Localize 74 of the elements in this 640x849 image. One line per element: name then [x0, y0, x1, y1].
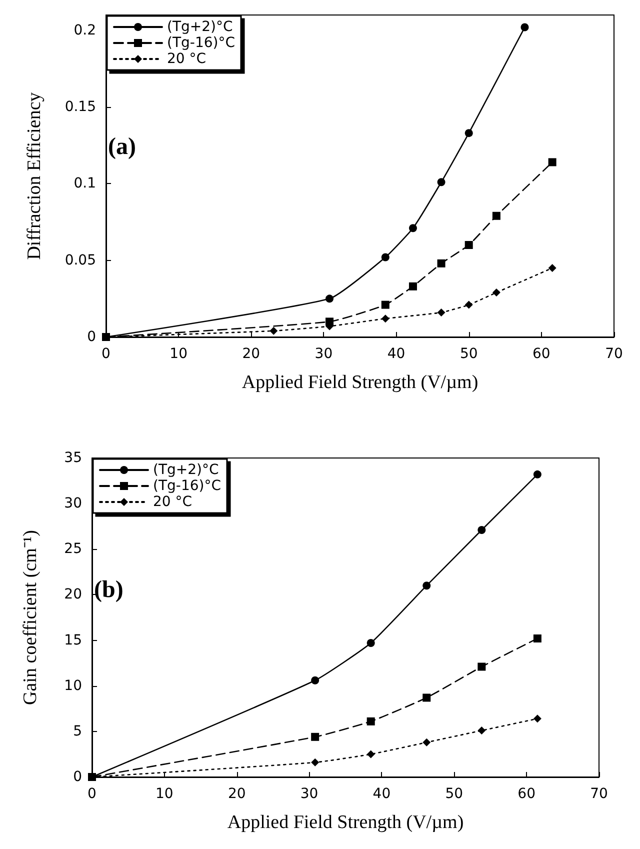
- point: [326, 318, 334, 326]
- y-tick-label: 0.15: [64, 99, 96, 115]
- y-tick-label: 0: [73, 769, 82, 785]
- point: [478, 662, 486, 671]
- legend-label: (Tg-16)°C: [167, 35, 236, 51]
- y-tick-label: 15: [64, 632, 82, 648]
- x-tick-label: 60: [532, 346, 550, 362]
- y-tick-label: 20: [64, 586, 82, 603]
- point: [492, 212, 500, 220]
- point: [422, 582, 431, 590]
- x-tick-label: 40: [387, 346, 406, 362]
- point: [548, 158, 556, 166]
- x-tick-label: 10: [170, 346, 188, 362]
- point: [366, 639, 375, 648]
- y-tick-label: 35: [64, 450, 82, 466]
- x-tick-label: 20: [242, 346, 260, 362]
- legend-label: 20 °C: [153, 494, 192, 510]
- x-tick-label: 60: [518, 786, 536, 802]
- legend-label: 20 °C: [167, 51, 206, 67]
- legend-label: (Tg+2)°C: [167, 19, 233, 35]
- annotation: (b): [94, 577, 124, 603]
- y-axis-title: Diffraction Efficiency: [24, 92, 45, 260]
- y-tick-label: 25: [64, 541, 82, 558]
- point: [492, 288, 500, 297]
- point: [366, 717, 375, 726]
- point: [381, 300, 390, 309]
- y-tick-label: 30: [64, 496, 82, 512]
- x-tick-label: 10: [156, 786, 174, 802]
- x-tick-label: 70: [605, 346, 623, 362]
- y-tick-label: 5: [73, 723, 82, 740]
- point: [478, 726, 486, 735]
- point: [437, 259, 446, 268]
- point: [422, 738, 431, 746]
- y-tick-label: 0: [87, 329, 96, 345]
- point: [422, 694, 431, 702]
- x-axis-title: Applied Field Strength (V/µm): [242, 372, 478, 393]
- y-tick-label: 0.1: [74, 176, 96, 192]
- y-axis-title: Gain coefficient (cm⁻¹): [20, 530, 41, 705]
- point: [520, 23, 529, 32]
- legend-label: (Tg-16)°C: [153, 478, 222, 494]
- x-tick-label: 40: [372, 786, 391, 802]
- annotation: (a): [108, 134, 136, 160]
- x-tick-label: 70: [590, 786, 608, 802]
- point: [311, 732, 320, 741]
- point: [464, 241, 473, 249]
- point: [408, 224, 417, 232]
- y-tick-label: 0.2: [74, 22, 96, 38]
- y-tick-label: 10: [64, 678, 82, 694]
- point: [437, 308, 446, 316]
- point: [366, 750, 375, 758]
- x-tick-label: 30: [300, 786, 318, 802]
- point: [381, 253, 390, 262]
- point: [408, 282, 417, 290]
- point: [533, 714, 542, 723]
- point: [381, 314, 390, 323]
- point: [311, 758, 320, 766]
- point: [548, 264, 556, 272]
- point: [464, 300, 473, 309]
- point: [311, 676, 320, 684]
- point: [464, 129, 473, 138]
- point: [533, 470, 542, 478]
- point: [478, 526, 486, 534]
- point: [270, 326, 278, 335]
- x-tick-label: 30: [314, 346, 333, 362]
- x-tick-label: 50: [445, 786, 464, 802]
- x-tick-label: 20: [228, 786, 246, 802]
- point: [533, 634, 542, 642]
- point: [326, 294, 334, 303]
- x-axis-title: Applied Field Strength (V/µm): [227, 812, 464, 833]
- point: [437, 178, 446, 186]
- x-tick-label: 50: [460, 346, 478, 362]
- y-tick-label: 0.05: [64, 252, 96, 268]
- legend-label: (Tg+2)°C: [153, 462, 219, 478]
- x-tick-label: 0: [102, 346, 110, 362]
